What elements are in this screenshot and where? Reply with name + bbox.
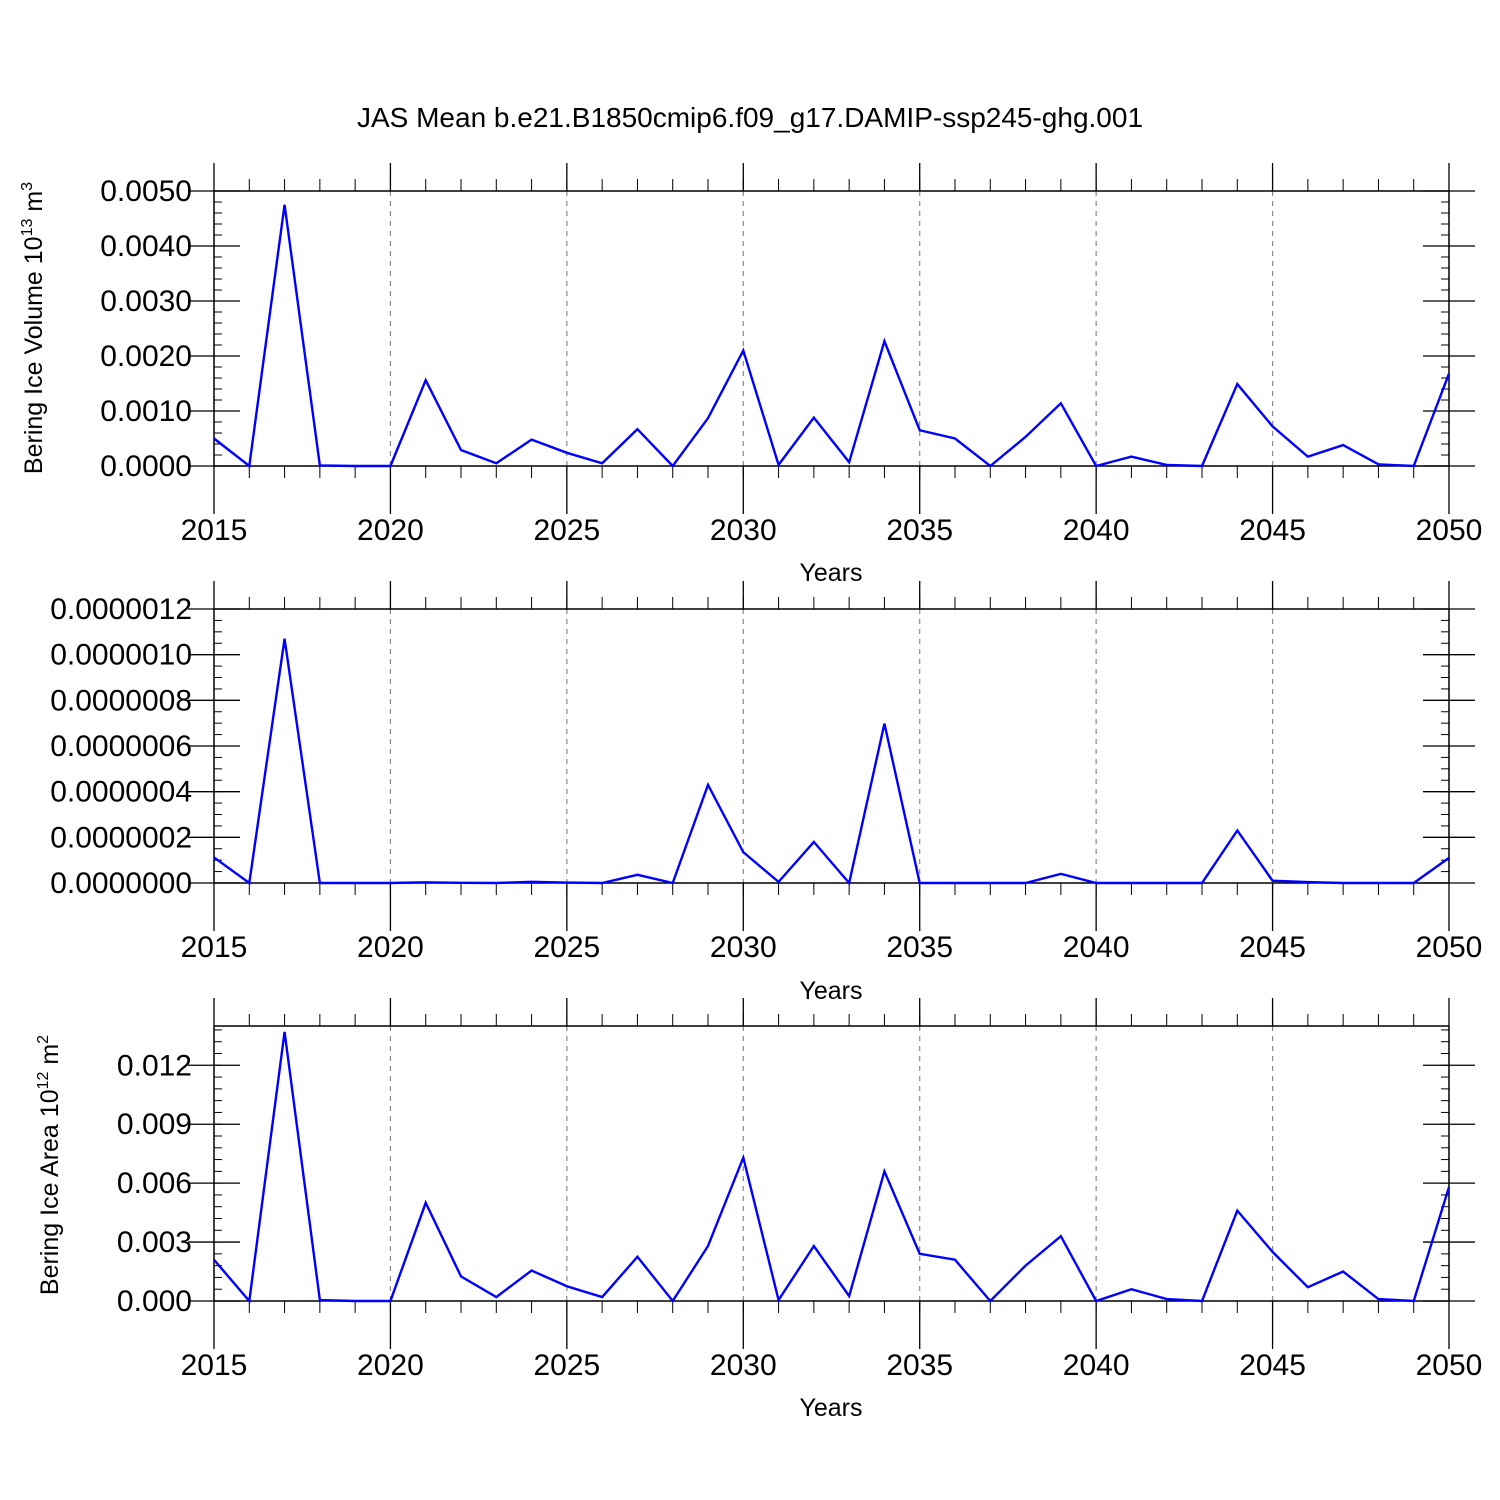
- x-tick-label: 2040: [1063, 514, 1130, 547]
- y-tick-label: 0.012: [117, 1049, 192, 1082]
- x-tick-label: 2040: [1063, 931, 1130, 964]
- series-line: [213, 204, 1451, 469]
- y-tick-label: 0.0000006: [50, 730, 192, 763]
- x-tick-label: 2050: [1416, 514, 1483, 547]
- y-tick-label: 0.0020: [100, 340, 192, 373]
- y-axis-label-unit: m: [20, 191, 48, 212]
- y-axis-label-text: Bering Ice Area 10: [36, 1089, 64, 1295]
- y-axis-label-text: Bering Ice Volume 10: [20, 236, 48, 474]
- y-tick-label: 0.000: [117, 1285, 192, 1318]
- x-axis-label: Years: [799, 1394, 862, 1422]
- x-tick-label: 2015: [181, 514, 248, 547]
- y-tick-label: 0.0000010: [50, 639, 192, 672]
- x-tick-label: 2045: [1239, 1349, 1306, 1382]
- panel-middle: Years 0.0000000 0.0000002 0.0000004 0.00000…: [50, 581, 1482, 1005]
- y-tick-label: 0.0010: [100, 395, 192, 428]
- x-axis-label: Years: [799, 977, 862, 1005]
- y-tick-label: 0.009: [117, 1108, 192, 1141]
- x-tick-label: 2025: [533, 931, 600, 964]
- x-tick-label: 2020: [357, 931, 424, 964]
- y-axis-label-unit-exponent: 2: [35, 1035, 52, 1044]
- x-tick-label: 2030: [710, 931, 777, 964]
- y-tick-label: 0.0000008: [50, 684, 192, 717]
- y-axis-label-unit: m: [36, 1044, 64, 1065]
- x-tick-label: 2035: [886, 514, 953, 547]
- x-axis-label: Years: [799, 559, 862, 587]
- x-tick-label: 2030: [710, 514, 777, 547]
- y-tick-label: 0.0000012: [50, 593, 192, 626]
- x-tick-label: 2015: [181, 1349, 248, 1382]
- y-tick-label: 0.006: [117, 1167, 192, 1200]
- y-tick-label: 0.0000002: [50, 821, 192, 854]
- x-tick-label: 2025: [533, 1349, 600, 1382]
- y-axis-label-unit-exponent: 3: [19, 182, 36, 191]
- x-tick-label: 2035: [886, 931, 953, 964]
- x-tick-label: 2020: [357, 1349, 424, 1382]
- x-tick-label: 2045: [1239, 931, 1306, 964]
- series-line: [213, 1031, 1451, 1304]
- y-tick-label: 0.0050: [100, 175, 192, 208]
- x-tick-label: 2050: [1416, 1349, 1483, 1382]
- y-tick-label: 0.0000: [100, 450, 192, 483]
- x-tick-label: 2045: [1239, 514, 1306, 547]
- x-tick-label: 2020: [357, 514, 424, 547]
- x-tick-label: 2035: [886, 1349, 953, 1382]
- y-axis-label-exponent: 12: [35, 1071, 52, 1089]
- panel-ice-volume: Bering Ice Volume 1013 m3 Years 0.0000 0.…: [19, 163, 1482, 587]
- y-tick-label: 0.0040: [100, 230, 192, 263]
- y-tick-label: 0.0000000: [50, 867, 192, 900]
- y-axis-label: Bering Ice Area 1012 m2: [35, 1035, 64, 1295]
- x-tick-label: 2015: [181, 931, 248, 964]
- series-line: [213, 638, 1450, 886]
- y-axis-label: Bering Ice Volume 1013 m3: [19, 182, 48, 474]
- y-tick-label: 0.0030: [100, 285, 192, 318]
- y-tick-label: 0.0000004: [50, 776, 192, 809]
- x-tick-label: 2040: [1063, 1349, 1130, 1382]
- chart-title: JAS Mean b.e21.B1850cmip6.f09_g17.DAMIP-…: [357, 102, 1143, 133]
- y-tick-label: 0.003: [117, 1226, 192, 1259]
- x-tick-label: 2050: [1416, 931, 1483, 964]
- panel-ice-area: Bering Ice Area 1012 m2 Years 0.000 0.003…: [35, 998, 1482, 1422]
- x-tick-label: 2030: [710, 1349, 777, 1382]
- y-axis-label-exponent: 13: [19, 219, 36, 237]
- x-tick-label: 2025: [533, 514, 600, 547]
